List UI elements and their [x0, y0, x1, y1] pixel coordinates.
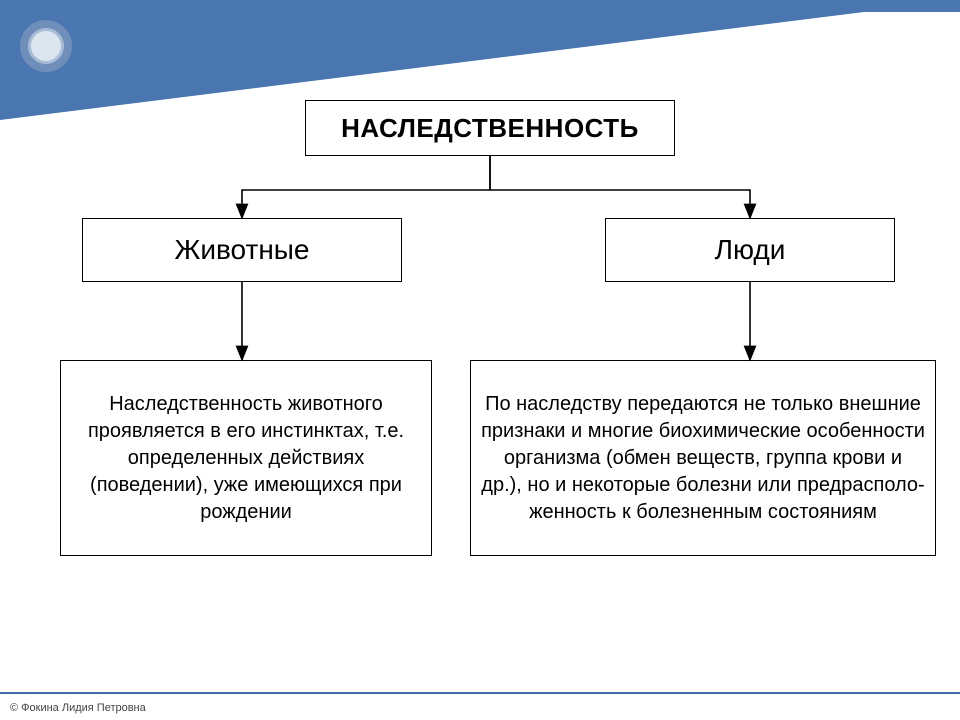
decorative-bullet-outer [20, 20, 72, 72]
slide-stage: НАСЛЕДСТВЕННОСТЬ Животные Наследственнос… [0, 0, 960, 720]
branch-animals-label-text: Животные [175, 234, 310, 266]
footer-copyright: © Фокина Лидия Петровна [10, 702, 146, 714]
branch-animals-desc-box: Наследственность животного проявляется в… [60, 360, 432, 556]
decorative-bullet-inner [28, 28, 64, 64]
branch-animals-desc-text: Наследственность животного проявляется в… [71, 391, 421, 526]
branch-humans-label-text: Люди [715, 234, 786, 266]
branch-humans-desc-text: По наследству передаются не только внешн… [481, 391, 925, 526]
heredity-title-box: НАСЛЕДСТВЕННОСТЬ [305, 100, 675, 156]
branch-animals-label-box: Животные [82, 218, 402, 282]
footer-divider [0, 692, 960, 694]
heredity-title-text: НАСЛЕДСТВЕННОСТЬ [341, 113, 639, 144]
branch-humans-label-box: Люди [605, 218, 895, 282]
branch-humans-desc-box: По наследству передаются не только внешн… [470, 360, 936, 556]
